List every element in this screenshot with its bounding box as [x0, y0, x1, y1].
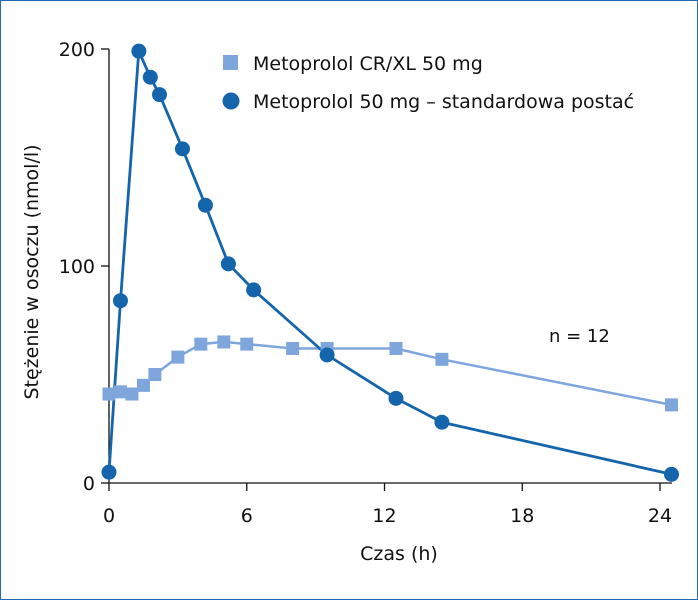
- data-point-square: [194, 337, 208, 351]
- y-tick-label: 0: [83, 473, 95, 495]
- legend-marker-circle: [222, 92, 240, 110]
- data-point-square: [664, 398, 678, 412]
- series-line-2: [107, 49, 672, 476]
- data-point-circle: [131, 43, 147, 59]
- data-point-circle: [388, 390, 404, 406]
- x-tick-label: 0: [103, 505, 115, 527]
- data-point-circle: [197, 197, 213, 213]
- data-point-circle: [112, 293, 128, 309]
- legend: Metoprolol CR/XL 50 mg Metoprolol 50 mg …: [222, 53, 634, 113]
- tick-labels: 0 100 200 0 6 12 18 24: [59, 39, 672, 527]
- x-tick-label: 12: [372, 505, 396, 527]
- data-point-square: [125, 387, 139, 401]
- x-tick-label: 6: [241, 505, 253, 527]
- series-lines: [107, 49, 672, 476]
- data-point-square: [286, 341, 300, 355]
- y-tick-label: 200: [59, 39, 95, 61]
- sample-size-annotation: n = 12: [549, 326, 610, 347]
- data-point-circle: [174, 141, 190, 157]
- y-axis-title: Stężenie w osoczu (nmol/l): [21, 144, 43, 399]
- legend-label-cr-xl: Metoprolol CR/XL 50 mg: [253, 53, 483, 75]
- data-point-circle: [246, 282, 262, 298]
- data-point-square: [217, 335, 231, 349]
- data-point-circle: [142, 69, 158, 85]
- data-point-circle: [663, 466, 679, 482]
- y-tick-label: 100: [59, 256, 95, 278]
- data-point-square: [148, 368, 162, 381]
- x-tick-label: 24: [648, 505, 672, 527]
- data-point-circle: [101, 464, 117, 480]
- data-point-square: [113, 385, 127, 399]
- data-point-circle: [152, 87, 168, 103]
- data-point-square: [136, 378, 150, 392]
- x-axis-title: Czas (h): [360, 543, 438, 565]
- legend-marker-square: [223, 55, 238, 70]
- data-point-square: [171, 350, 185, 364]
- data-point-square: [102, 387, 116, 401]
- x-tick-label: 18: [510, 505, 534, 527]
- axes: [101, 48, 672, 491]
- data-point-square: [389, 341, 403, 355]
- legend-label-standard: Metoprolol 50 mg – standardowa postać: [253, 91, 634, 113]
- data-point-square: [435, 352, 449, 366]
- data-point-circle: [319, 347, 335, 363]
- series-markers: [101, 43, 679, 482]
- data-point-circle: [434, 414, 450, 430]
- data-point-square: [240, 337, 254, 351]
- data-point-circle: [220, 256, 236, 272]
